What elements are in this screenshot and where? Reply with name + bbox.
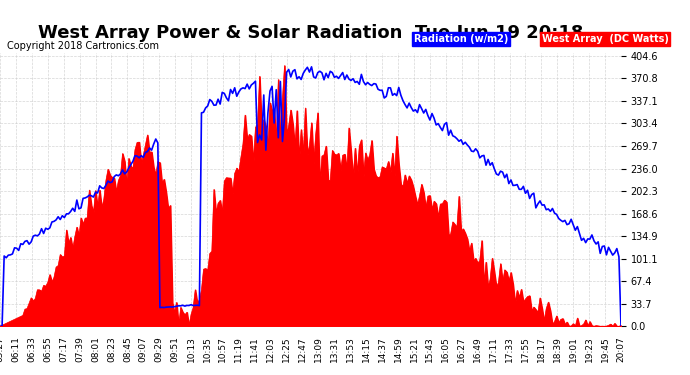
Text: Radiation (w/m2): Radiation (w/m2) [414,34,509,44]
Text: Copyright 2018 Cartronics.com: Copyright 2018 Cartronics.com [7,41,159,51]
Text: West Array  (DC Watts): West Array (DC Watts) [542,34,669,44]
Text: West Array Power & Solar Radiation  Tue Jun 19 20:18: West Array Power & Solar Radiation Tue J… [38,24,583,42]
